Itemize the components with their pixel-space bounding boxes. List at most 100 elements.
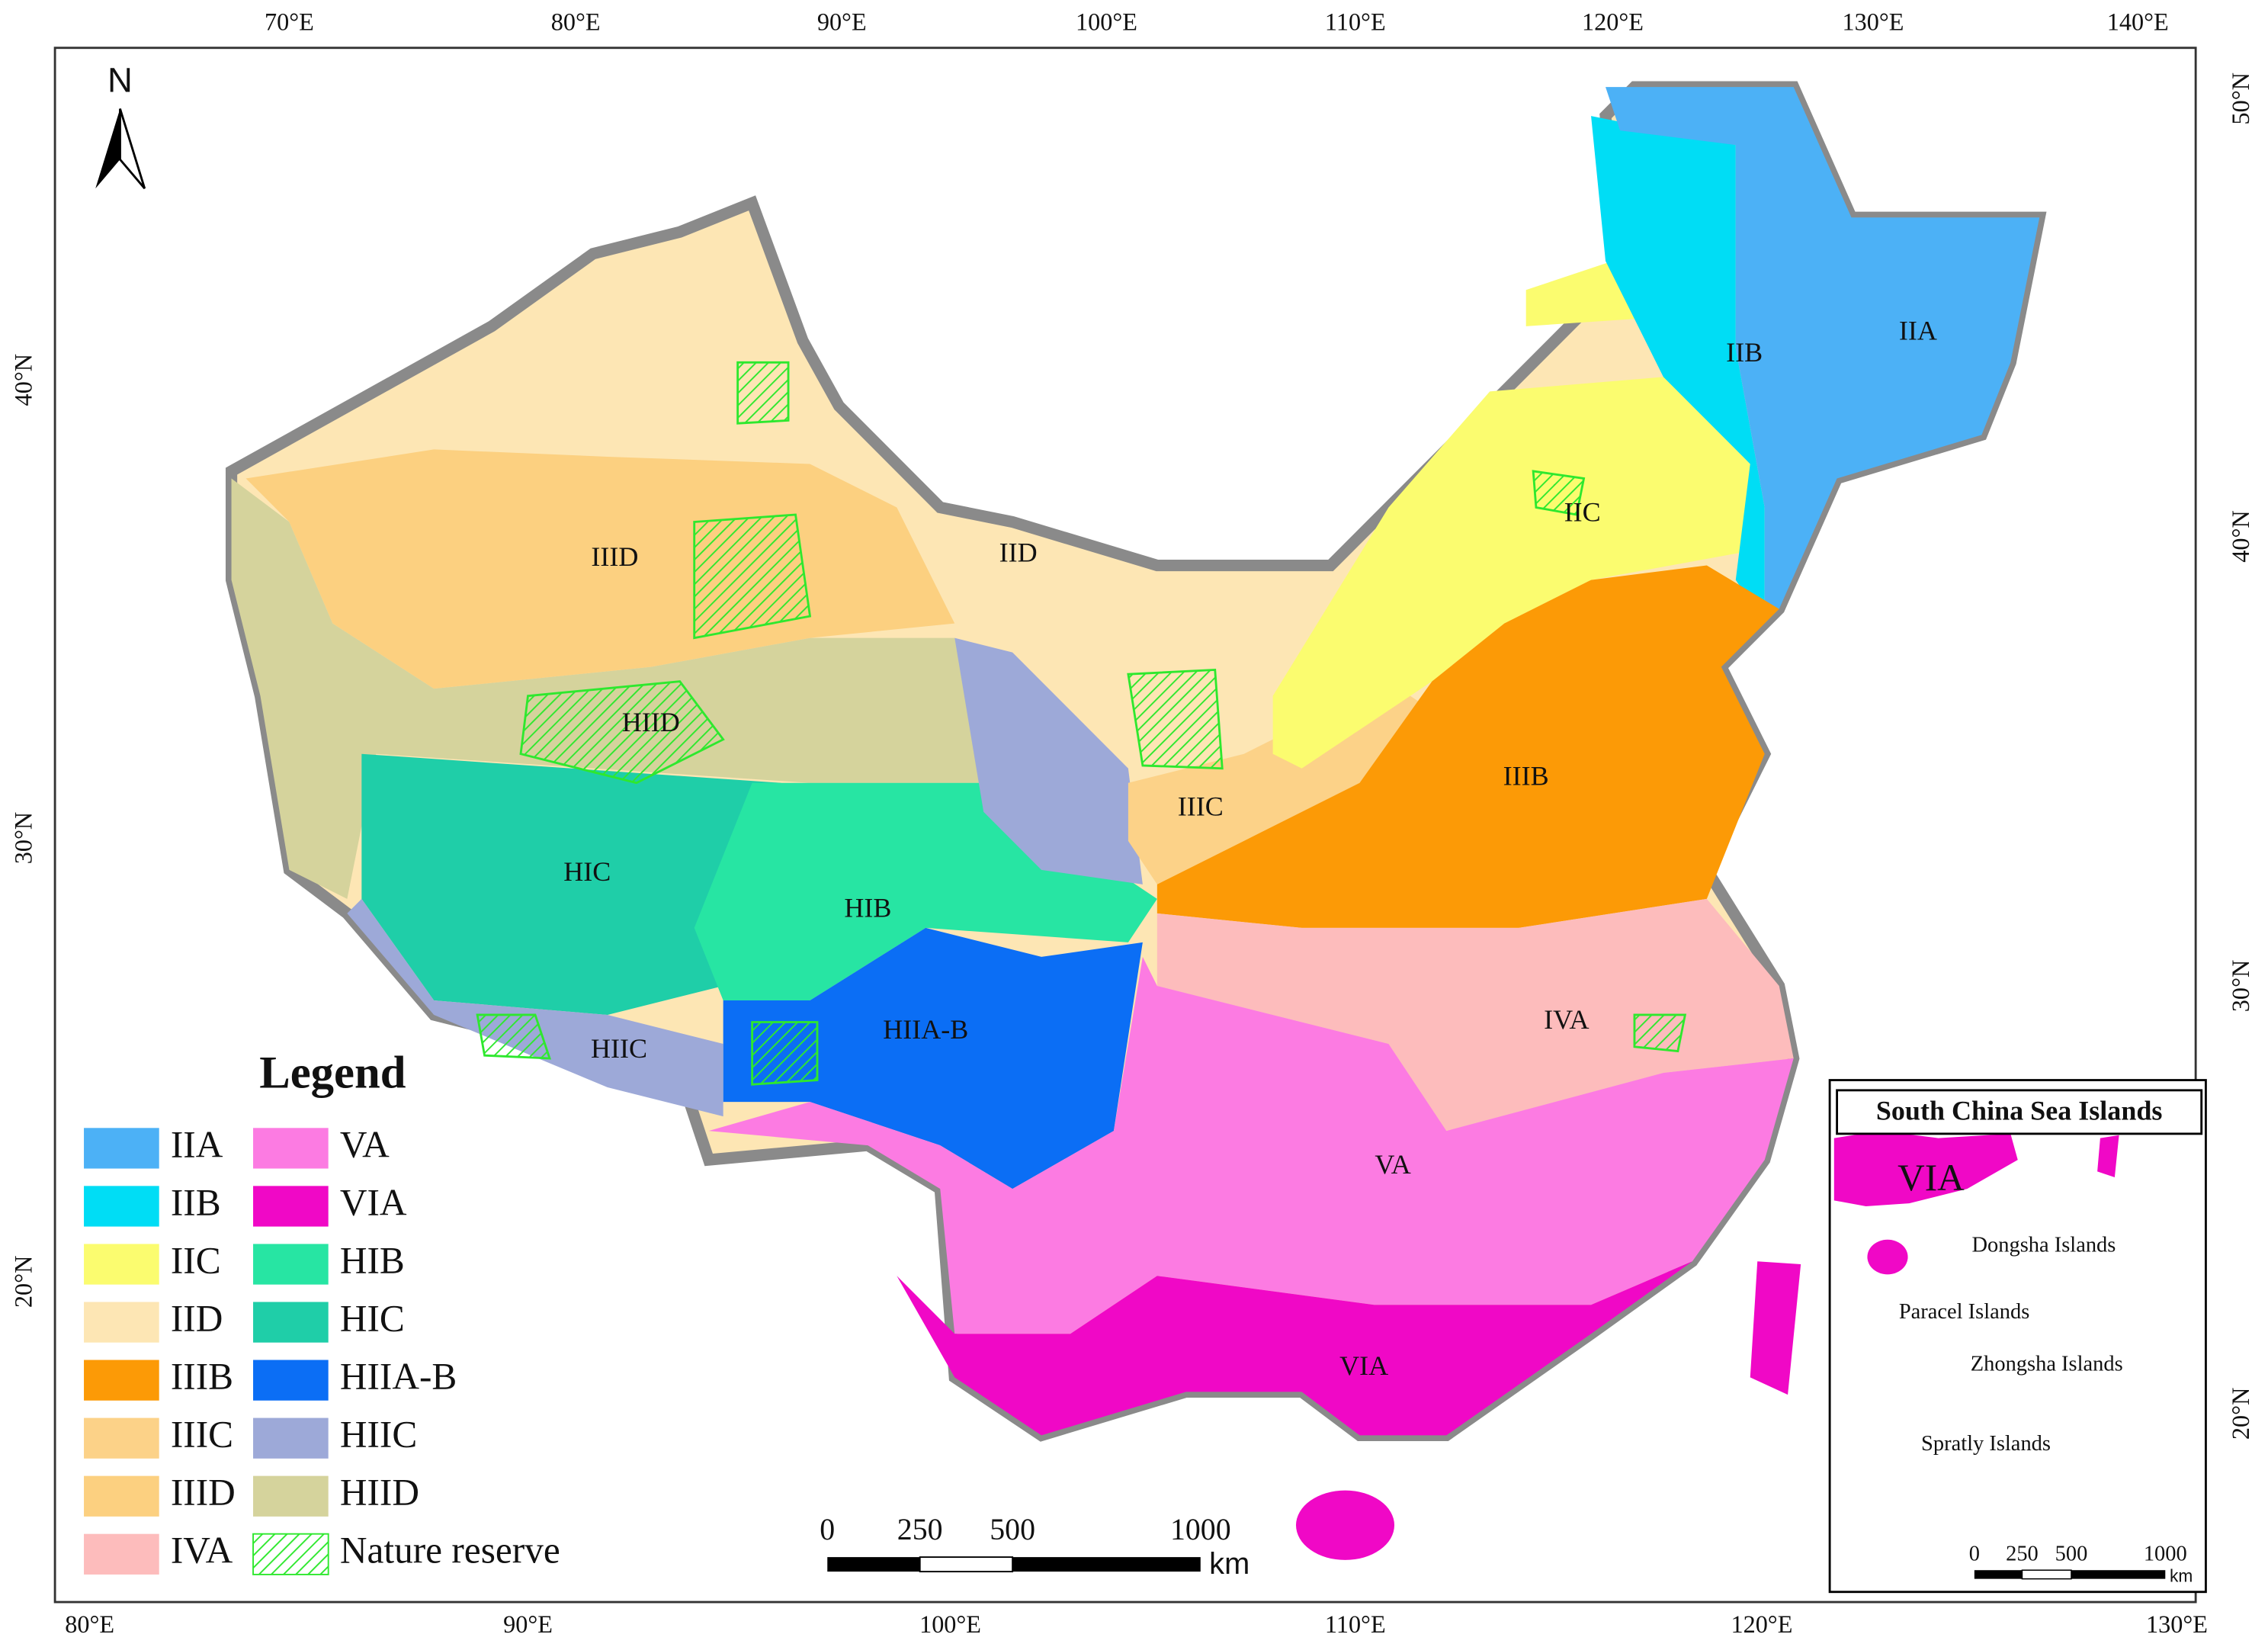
region-hiic: [347, 898, 723, 1117]
top-axis-label: 120°E: [1582, 8, 1644, 36]
bottom-axis-label: 110°E: [1325, 1610, 1386, 1638]
region-hiia-b: [723, 927, 1143, 1190]
bottom-axis-label: 100°E: [919, 1610, 981, 1638]
top-axis-label: 100°E: [1076, 8, 1137, 36]
bottom-axis-label: 80°E: [65, 1610, 114, 1638]
legend-swatch: [84, 1360, 159, 1401]
region-label: IIID: [591, 541, 638, 572]
legend-swatch: [84, 1533, 159, 1575]
inset-label: Zhongsha Islands: [1971, 1353, 2123, 1376]
region-iva: [1156, 898, 1794, 1132]
inset-land: [1833, 1131, 2018, 1206]
inset-hainan: [1867, 1239, 1908, 1275]
legend-swatch: [253, 1475, 329, 1517]
region-hiic: [954, 637, 1143, 884]
legend-title: Legend: [259, 1048, 406, 1099]
legend-label: IIC: [171, 1239, 221, 1281]
scale-bar: 0 250 500 1000 km: [820, 1512, 1249, 1581]
right-axis-label: 40°N: [2227, 510, 2254, 563]
legend-swatch: [253, 1244, 329, 1285]
legend-label: IVA: [171, 1530, 233, 1572]
top-axis-label: 80°E: [551, 8, 601, 36]
legend: Legend IIA IIB IIC IID IIIB IIIC IIID IVA VA VIA H…: [84, 1048, 560, 1575]
legend-label: IIIC: [171, 1413, 233, 1455]
inset-label: Spratly Islands: [1921, 1432, 2051, 1456]
left-axis-label: 40°N: [10, 354, 37, 406]
legend-swatch: [84, 1186, 159, 1227]
inset-scale-tick: 250: [2006, 1543, 2039, 1566]
legend-swatch: [252, 1533, 329, 1575]
nature-reserve: [736, 361, 790, 425]
inset: South China Sea Islands VIA Dongsha Isla…: [1828, 1079, 2207, 1594]
inset-region-label: VIA: [1897, 1157, 1965, 1199]
north-arrow: N: [95, 60, 146, 190]
nature-reserve: [693, 513, 812, 640]
nature-reserve: [519, 680, 725, 785]
region-hic: [361, 753, 810, 1015]
scale-segment: [1012, 1557, 1201, 1572]
scale-segment: [919, 1556, 1014, 1573]
region-iia: [1606, 87, 2040, 624]
legend-swatch: [253, 1302, 329, 1343]
legend-label: IIA: [171, 1123, 223, 1165]
left-axis-label: 20°N: [10, 1256, 37, 1308]
top-axis-label: 140°E: [2107, 8, 2169, 36]
inset-scale-unit: km: [2170, 1566, 2193, 1586]
inset-scale-segment: [2071, 1570, 2166, 1579]
region-label: HIB: [844, 892, 891, 923]
top-axis-label: 90°E: [817, 8, 867, 36]
nature-reserve: [1532, 470, 1586, 516]
inset-taiwan: [2097, 1135, 2119, 1177]
region-label: IIC: [1564, 496, 1601, 527]
region-label: VIA: [1339, 1350, 1388, 1381]
inset-scale-tick: 500: [2055, 1543, 2088, 1566]
top-axis-label: 130°E: [1843, 8, 1904, 36]
region-label: HIIC: [591, 1033, 647, 1064]
scale-tick: 1000: [1170, 1512, 1231, 1546]
region-label: IIIB: [1503, 760, 1549, 791]
scale-tick: 0: [820, 1512, 835, 1546]
region-iib: [1591, 116, 1765, 624]
bottom-axis-label: 120°E: [1731, 1610, 1792, 1638]
region-iiid: [245, 449, 955, 689]
top-axis-label: 110°E: [1325, 8, 1386, 36]
inset-label: Paracel Islands: [1899, 1300, 2029, 1324]
legend-swatch: [253, 1186, 329, 1227]
region-iiib: [1156, 565, 1779, 928]
inset-scale-tick: 0: [1969, 1543, 1980, 1566]
legend-label: VIA: [340, 1181, 407, 1223]
region-label: IID: [999, 537, 1038, 567]
region-label: HIIA-B: [883, 1014, 968, 1045]
scale-tick: 500: [990, 1512, 1035, 1546]
north-label: N: [107, 60, 133, 99]
legend-label: HIIC: [340, 1413, 417, 1455]
right-axis-label: 50°N: [2227, 72, 2254, 125]
legend-swatch: [84, 1244, 159, 1285]
nature-reserves: [476, 361, 1687, 1086]
legend-label: HIC: [340, 1297, 405, 1339]
scale-segment: [827, 1557, 920, 1572]
right-axis-label: 20°N: [2227, 1388, 2254, 1440]
region-label: IIIC: [1178, 791, 1224, 821]
right-axis-label: 30°N: [2227, 960, 2254, 1013]
region-label: IVA: [1544, 1004, 1589, 1035]
legend-swatch: [253, 1417, 329, 1459]
region-label: VA: [1375, 1149, 1410, 1180]
region-via: [897, 1261, 1692, 1436]
nature-reserve: [751, 1021, 819, 1086]
legend-swatch: [253, 1128, 329, 1169]
region-label: IIB: [1726, 337, 1763, 368]
inset-scale-segment: [2021, 1569, 2072, 1580]
legend-swatch: [84, 1302, 159, 1343]
scale-unit: km: [1209, 1547, 1249, 1581]
legend-label: IIID: [171, 1472, 236, 1514]
nature-reserve: [476, 1013, 551, 1060]
bottom-axis-label: 90°E: [503, 1610, 553, 1638]
legend-label: IID: [171, 1297, 223, 1339]
region-label: HIID: [622, 707, 680, 737]
legend-swatch: [84, 1475, 159, 1517]
inset-title-box: [1836, 1089, 2203, 1135]
